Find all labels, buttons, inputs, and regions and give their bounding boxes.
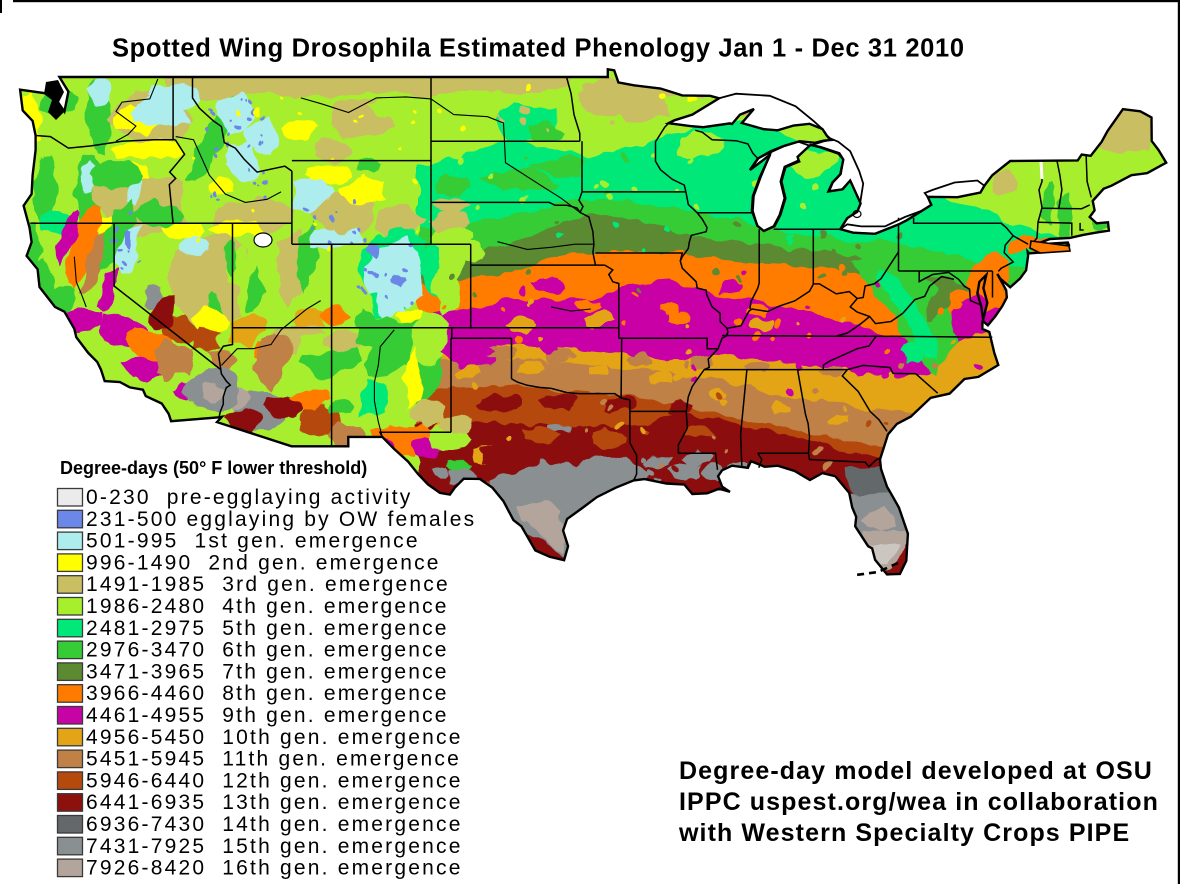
svg-text:231-500 egglaying by OW female: 231-500 egglaying by OW females [86, 508, 476, 531]
svg-text:5946-6440 12th gen. emergence: 5946-6440 12th gen. emergence [86, 769, 463, 792]
svg-text:1986-2480 4th gen. emergence: 1986-2480 4th gen. emergence [86, 595, 449, 618]
svg-text:4461-4955 9th gen. emergence: 4461-4955 9th gen. emergence [86, 704, 449, 727]
svg-text:with Western Specialty Crops P: with Western Specialty Crops PIPE [678, 819, 1130, 847]
svg-text:5451-5945 11th gen. emergence: 5451-5945 11th gen. emergence [86, 748, 461, 771]
svg-text:0-230 pre-egglaying activity: 0-230 pre-egglaying activity [86, 486, 412, 509]
svg-text:7431-7925 15th gen. emergence: 7431-7925 15th gen. emergence [86, 835, 463, 858]
svg-text:3471-3965 7th gen. emergence: 3471-3965 7th gen. emergence [86, 660, 449, 683]
svg-text:IPPC uspest.org/wea in collabo: IPPC uspest.org/wea in collaboration [679, 788, 1159, 816]
svg-text:996-1490 2nd gen. emergence: 996-1490 2nd gen. emergence [86, 551, 441, 574]
svg-text:Spotted Wing Drosophila Estima: Spotted Wing Drosophila Estimated Phenol… [112, 35, 965, 63]
svg-text:2481-2975 5th gen. emergence: 2481-2975 5th gen. emergence [86, 617, 449, 640]
svg-text:Degree-days (50° F lower thres: Degree-days (50° F lower threshold) [60, 458, 367, 478]
svg-text:2976-3470 6th gen. emergence: 2976-3470 6th gen. emergence [86, 639, 449, 662]
svg-text:6441-6935 13th gen. emergence: 6441-6935 13th gen. emergence [86, 791, 463, 814]
svg-text:4956-5450 10th gen. emergence: 4956-5450 10th gen. emergence [86, 726, 463, 749]
svg-text:1491-1985 3rd gen. emergence: 1491-1985 3rd gen. emergence [86, 573, 450, 596]
svg-text:Degree-day model developed at: Degree-day model developed at OSU [679, 757, 1153, 785]
svg-text:7926-8420 16th gen. emergence: 7926-8420 16th gen. emergence [86, 857, 463, 880]
svg-text:6936-7430 14th gen. emergence: 6936-7430 14th gen. emergence [86, 813, 463, 836]
svg-text:3966-4460 8th gen. emergence: 3966-4460 8th gen. emergence [86, 682, 449, 705]
svg-text:501-995 1st gen. emergence: 501-995 1st gen. emergence [86, 530, 420, 553]
